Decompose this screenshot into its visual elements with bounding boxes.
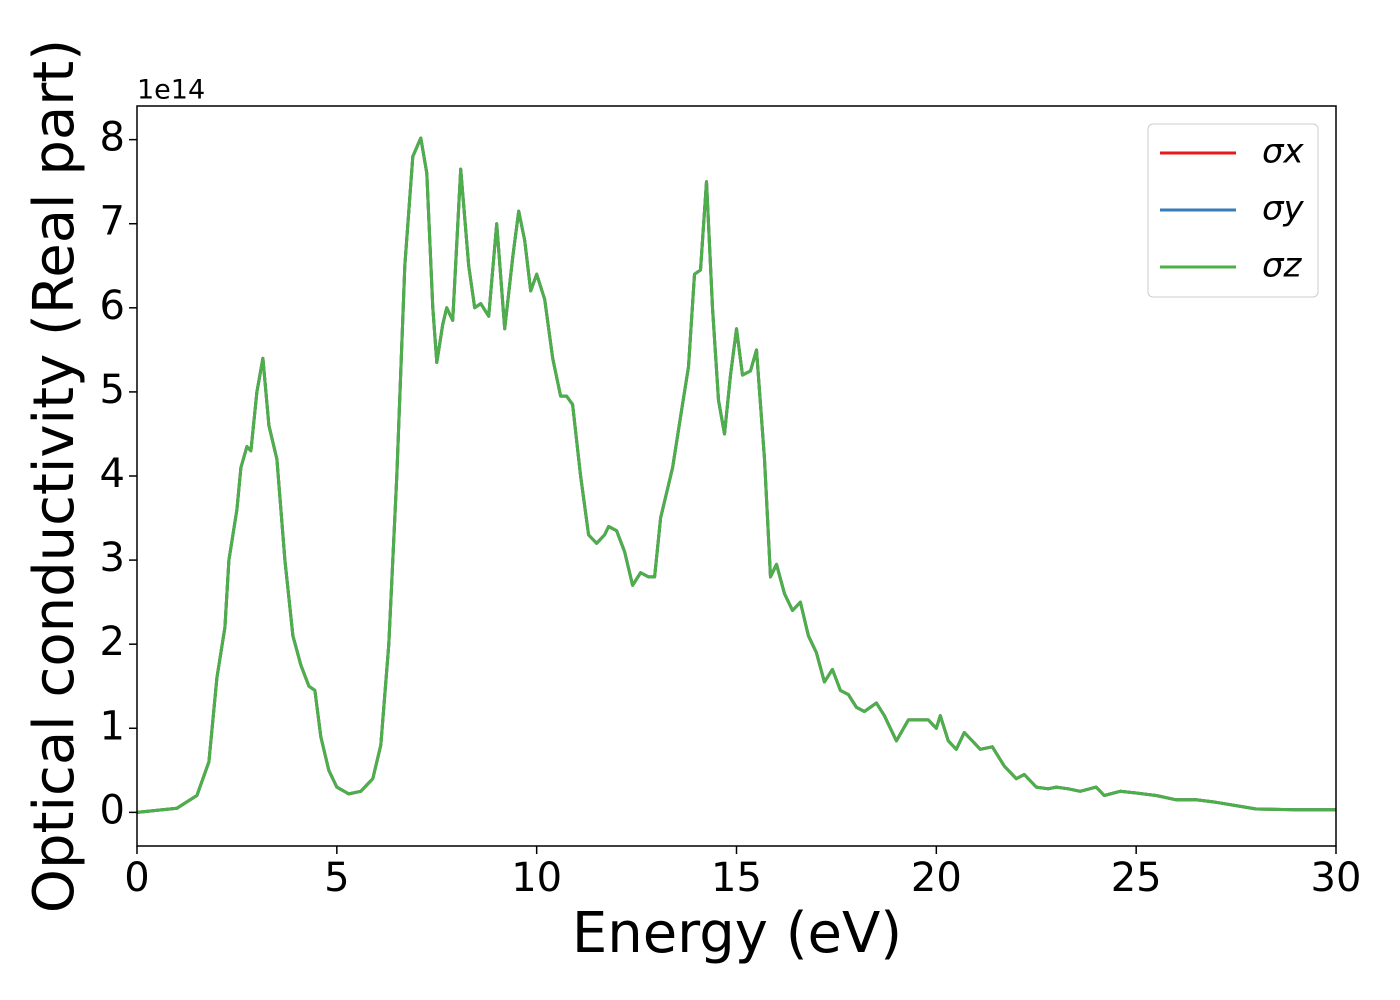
x-tick-label: 10 — [511, 855, 562, 901]
x-tick-label: 0 — [124, 855, 149, 901]
x-tick-label: 30 — [1311, 855, 1362, 901]
plot-frame — [136, 105, 1337, 847]
y-tick-label: 3 — [100, 535, 125, 581]
series-line — [136, 136, 1336, 814]
x-tick-label: 25 — [1111, 855, 1162, 901]
legend-label: σx — [1262, 132, 1305, 172]
y-offset-label: 1e14 — [137, 75, 205, 106]
y-tick-label: 2 — [100, 619, 125, 665]
y-tick-label: 0 — [100, 787, 125, 833]
y-tick-label: 8 — [100, 115, 125, 161]
y-tick-label: 7 — [100, 199, 125, 245]
x-axis-label: Energy (eV) — [572, 901, 902, 966]
x-tick-label: 15 — [711, 855, 762, 901]
x-tick-label: 5 — [324, 855, 349, 901]
y-tick-label: 4 — [100, 451, 125, 497]
legend-label: σy — [1262, 189, 1305, 229]
y-tick-label: 5 — [100, 367, 125, 413]
y-tick-label: 6 — [100, 283, 125, 329]
legend-label: σz — [1262, 246, 1303, 286]
y-axis-label: Optical conductivity (Real part) — [22, 39, 87, 913]
x-tick-label: 20 — [911, 855, 962, 901]
y-tick-label: 1 — [100, 703, 125, 749]
